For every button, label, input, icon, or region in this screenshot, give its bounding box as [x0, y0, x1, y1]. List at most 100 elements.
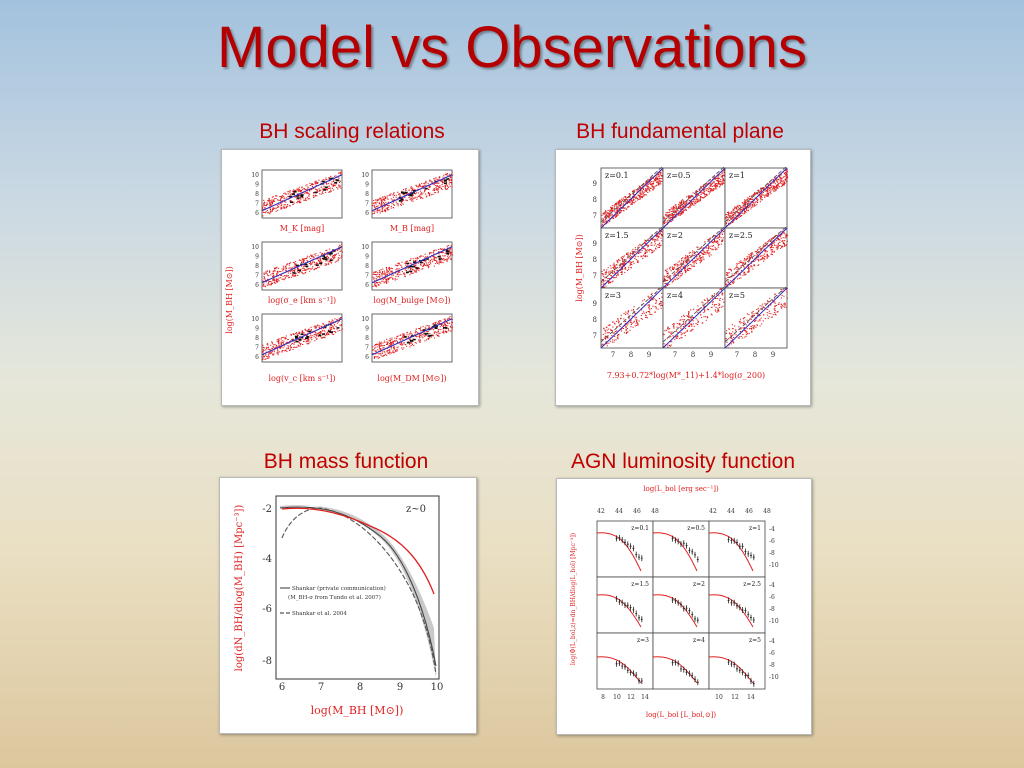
scaling-fit-line — [371, 246, 453, 284]
fund-reference-line — [600, 165, 664, 223]
mf-model-curve — [281, 507, 435, 595]
agn-redshift-label: z=2.5 — [743, 581, 761, 588]
scaling-ytick: 10 — [361, 316, 369, 323]
mf-ytick-m6: -6 — [262, 604, 272, 615]
scaling-ytick: 10 — [361, 172, 369, 179]
scaling-fit-line — [261, 246, 343, 284]
agn-top-xlabel: log(L_bol [erg sec⁻¹]) — [643, 485, 719, 493]
scaling-subplot-frame — [261, 169, 343, 219]
scaling-subplot-frame — [371, 313, 453, 363]
agn-subplot-frame — [708, 520, 766, 578]
scaling-ytick: 8 — [255, 335, 259, 342]
agn-top-tick: 46 — [745, 508, 753, 515]
scaling-model-scatter — [262, 316, 344, 361]
agn-observed-points — [671, 597, 699, 624]
scaling-ytick: 10 — [251, 244, 259, 251]
agn-bottom-tick: 14 — [641, 694, 649, 701]
scaling-ytick: 8 — [365, 191, 369, 198]
fund-xlabel: 7.93+0.72*log(M*_11)+1.4*log(σ_200) — [607, 371, 765, 380]
fund-redshift-label: z=0.5 — [667, 171, 691, 180]
slide-title: Model vs Observations — [217, 15, 807, 80]
fund-redshift-label: z=0.1 — [605, 171, 629, 180]
scaling-ytick: 7 — [365, 201, 369, 208]
agn-redshift-label: z=1 — [749, 525, 761, 532]
fund-xtick: 7 — [611, 351, 615, 359]
fund-ytick: 7 — [593, 332, 597, 340]
scaling-fit-line — [371, 174, 453, 212]
scaling-ytick: 6 — [255, 354, 259, 361]
fund-fit-line — [724, 287, 788, 349]
mf-ytick-m2: -2 — [262, 504, 272, 515]
scaling-ytick: 6 — [365, 354, 369, 361]
agn-model-curve — [652, 594, 698, 628]
scaling-ytick: 6 — [255, 210, 259, 217]
agn-redshift-label: z=3 — [637, 637, 649, 644]
fund-reference-line — [662, 225, 726, 283]
fund-ytick: 8 — [593, 316, 597, 324]
fund-xtick: 8 — [691, 351, 695, 359]
scaling-ytick: 9 — [255, 254, 259, 261]
fund-fit-line — [600, 287, 664, 349]
mf-xlabel: log(M_BH [M⊙]) — [311, 704, 404, 717]
mf-ytick-m8: -8 — [262, 656, 272, 667]
fund-xtick: 7 — [673, 351, 677, 359]
agn-model-curve — [596, 656, 642, 684]
fund-fit-line — [724, 167, 788, 229]
agn-ytick: -6 — [769, 538, 775, 545]
agn-subplot-frame — [708, 632, 766, 690]
agn-ytick: -8 — [769, 550, 775, 557]
scaling-ytick: 8 — [365, 263, 369, 270]
agn-bottom-xlabel: log(L_bol [L_bol,⊙]) — [646, 711, 717, 719]
agn-observed-points — [727, 659, 755, 687]
mass-function-figure: log(dN_BH/dlog(M_BH) [Mpc⁻³]) log(M_BH [… — [219, 477, 477, 734]
agn-luminosity-function-plot: log(L_bol [erg sec⁻¹]) log(L_bol [L_bol,… — [570, 485, 779, 719]
agn-redshift-label: z=5 — [749, 637, 761, 644]
agn-observed-points — [727, 597, 755, 623]
fund-xtick: 8 — [753, 351, 757, 359]
scaling-xlabel-mbulge: log(M_bulge [M⊙]) — [373, 296, 450, 305]
agn-ytick: -6 — [769, 650, 775, 657]
fund-model-scatter — [601, 168, 664, 227]
fund-reference-line — [662, 165, 726, 223]
fund-reference-line — [662, 285, 726, 343]
agn-top-tick: 46 — [633, 508, 641, 515]
agn-redshift-label: z=1.5 — [631, 581, 649, 588]
agn-subplot-frame — [708, 576, 766, 634]
caption-agn-luminosity-function: AGN luminosity function — [570, 450, 796, 473]
agn-ytick: -10 — [769, 674, 779, 681]
scaling-ytick: 9 — [365, 326, 369, 333]
scaling-ytick: 8 — [365, 335, 369, 342]
fund-ytick: 7 — [593, 272, 597, 280]
fund-xtick: 9 — [709, 351, 713, 359]
mf-frame — [275, 495, 440, 680]
agn-redshift-label: z=4 — [693, 637, 705, 644]
agn-model-curve — [652, 656, 698, 684]
fund-redshift-label: z=4 — [667, 291, 683, 300]
scaling-ytick: 7 — [365, 273, 369, 280]
mf-legend-1: Shankar (private communication) — [292, 585, 386, 592]
fund-fit-line — [724, 227, 788, 289]
scaling-ytick: 7 — [255, 345, 259, 352]
scaling-ytick: 6 — [255, 282, 259, 289]
agn-observed-points — [615, 534, 643, 562]
scaling-fit-line — [261, 318, 343, 356]
agn-ylabel: log(Φ(L_bol,z)=dn_BH/dlog(L_bol) [Mpc⁻³]… — [570, 533, 577, 665]
agn-subplot-frame — [596, 632, 654, 690]
fund-fit-line — [662, 227, 726, 289]
fund-ytick: 7 — [593, 212, 597, 220]
scaling-ytick: 7 — [365, 345, 369, 352]
fund-ytick: 9 — [593, 180, 597, 188]
agn-ytick: -10 — [769, 562, 779, 569]
scaling-xlabel-mdm: log(M_DM [M⊙]) — [377, 374, 446, 383]
agn-top-tick: 44 — [727, 508, 735, 515]
mf-shankar-2004-curve — [281, 507, 437, 675]
scaling-ytick: 10 — [361, 244, 369, 251]
scaling-relations-figure: log(M_BH [M⊙]) M_K [mag] M_B [mag] log(σ… — [221, 149, 479, 406]
agn-top-tick: 44 — [615, 508, 623, 515]
agn-redshift-label: z=2 — [693, 581, 705, 588]
agn-redshift-label: z=0.1 — [631, 525, 649, 532]
agn-top-tick: 48 — [651, 508, 659, 515]
mf-xtick-9: 9 — [397, 682, 403, 693]
scaling-ytick: 7 — [255, 201, 259, 208]
fund-redshift-label: z=1 — [729, 171, 745, 180]
